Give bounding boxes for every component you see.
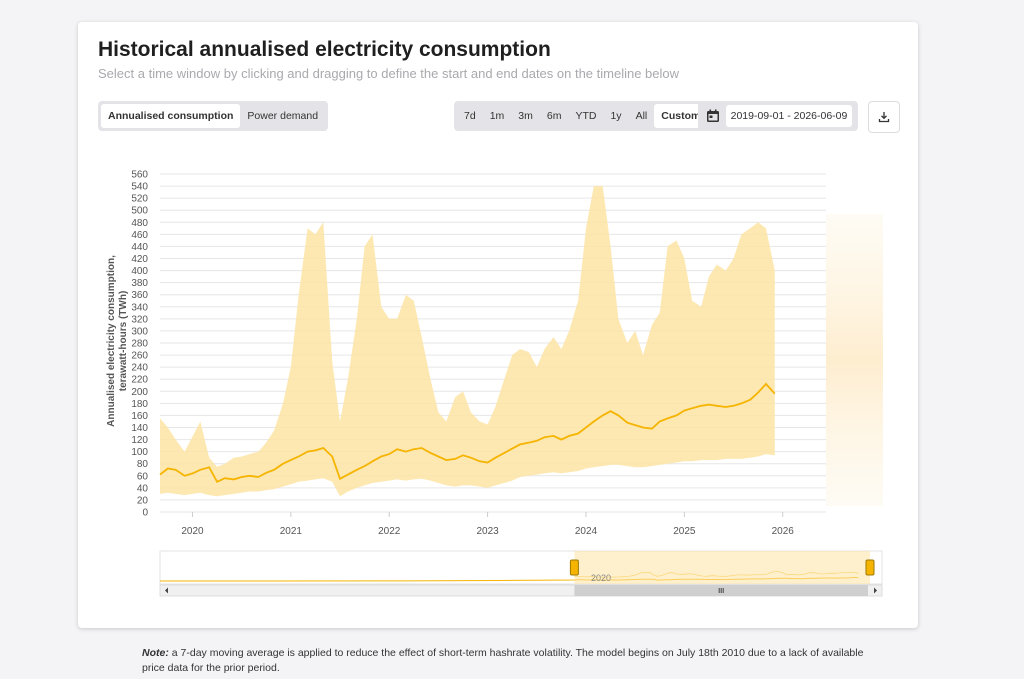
y-tick-label: 540 [131, 182, 148, 193]
chart-card: Historical annualised electricity consum… [78, 22, 918, 628]
x-tick-label: 2020 [181, 526, 204, 537]
y-tick-label: 520 [131, 194, 148, 205]
calendar-icon[interactable] [706, 109, 720, 123]
y-tick-label: 380 [131, 278, 148, 289]
y-tick-label: 480 [131, 218, 148, 229]
scroll-left-icon[interactable] [165, 587, 168, 594]
y-tick-label: 180 [131, 399, 148, 410]
range-all-button[interactable]: All [635, 110, 648, 122]
x-tick-label: 2026 [772, 526, 795, 537]
page-title: Historical annualised electricity consum… [98, 38, 551, 61]
y-tick-label: 280 [131, 339, 148, 350]
estimate-line [159, 382, 776, 483]
y-tick-label: 460 [131, 230, 148, 241]
x-tick-label: 2024 [575, 526, 598, 537]
date-range-picker: 2019-09-01 - 2026-06-09 [698, 101, 858, 131]
navigator-handle-left[interactable] [569, 559, 579, 576]
uncertainty-band [160, 186, 775, 497]
y-tick-label: 500 [131, 206, 148, 217]
footnote: Note: a 7-day moving average is applied … [142, 646, 872, 676]
power-demand-tab[interactable]: Power demand [247, 110, 319, 122]
range-ytd-button[interactable]: YTD [575, 110, 597, 122]
range-3m-button[interactable]: 3m [518, 110, 533, 122]
view-toggle: Annualised consumption Power demand [98, 101, 329, 131]
page-subtitle: Select a time window by clicking and dra… [98, 66, 680, 81]
y-axis-title: Annualised electricity consumption,teraw… [106, 255, 129, 427]
y-tick-label: 240 [131, 363, 148, 374]
y-tick-label: 300 [131, 326, 148, 337]
y-tick-label: 0 [142, 508, 148, 519]
y-tick-label: 100 [131, 447, 148, 458]
range-1y-button[interactable]: 1y [610, 110, 622, 122]
note-text: a 7-day moving average is applied to red… [142, 647, 864, 674]
y-tick-label: 120 [131, 435, 148, 446]
y-tick-label: 220 [131, 375, 148, 386]
x-tick-label: 2022 [378, 526, 401, 537]
y-tick-label: 40 [137, 483, 149, 494]
y-tick-label: 60 [137, 471, 149, 482]
y-tick-label: 340 [131, 302, 148, 313]
x-tick-label: 2025 [673, 526, 696, 537]
scroll-right-icon[interactable] [874, 587, 877, 594]
y-tick-label: 20 [137, 495, 149, 506]
annualised-consumption-tab[interactable]: Annualised consumption [101, 104, 241, 128]
y-tick-label: 420 [131, 254, 148, 265]
date-range-input[interactable]: 2019-09-01 - 2026-06-09 [726, 105, 852, 127]
y-tick-label: 260 [131, 351, 148, 362]
y-tick-label: 200 [131, 387, 148, 398]
download-button[interactable] [868, 101, 900, 133]
navigator-handle-right[interactable] [865, 559, 875, 576]
y-tick-label: 320 [131, 314, 148, 325]
note-label: Note: [142, 647, 169, 659]
y-tick-label: 160 [131, 411, 148, 422]
scrollbar-track[interactable] [159, 584, 883, 597]
x-tick-label: 2021 [280, 526, 303, 537]
y-tick-label: 560 [131, 170, 148, 181]
future-fade-region [826, 214, 883, 506]
range-6m-button[interactable]: 6m [546, 110, 562, 122]
navigator-year-label: 2020 [591, 573, 611, 583]
y-tick-label: 400 [131, 266, 148, 277]
x-tick-label: 2023 [476, 526, 499, 537]
y-tick-label: 80 [137, 459, 149, 470]
navigator-selection[interactable] [574, 551, 870, 584]
y-tick-label: 360 [131, 290, 148, 301]
y-tick-label: 140 [131, 423, 148, 434]
range-1m-button[interactable]: 1m [489, 110, 505, 122]
y-tick-label: 440 [131, 242, 148, 253]
range-7d-button[interactable]: 7d [464, 110, 476, 122]
download-icon [878, 112, 890, 123]
